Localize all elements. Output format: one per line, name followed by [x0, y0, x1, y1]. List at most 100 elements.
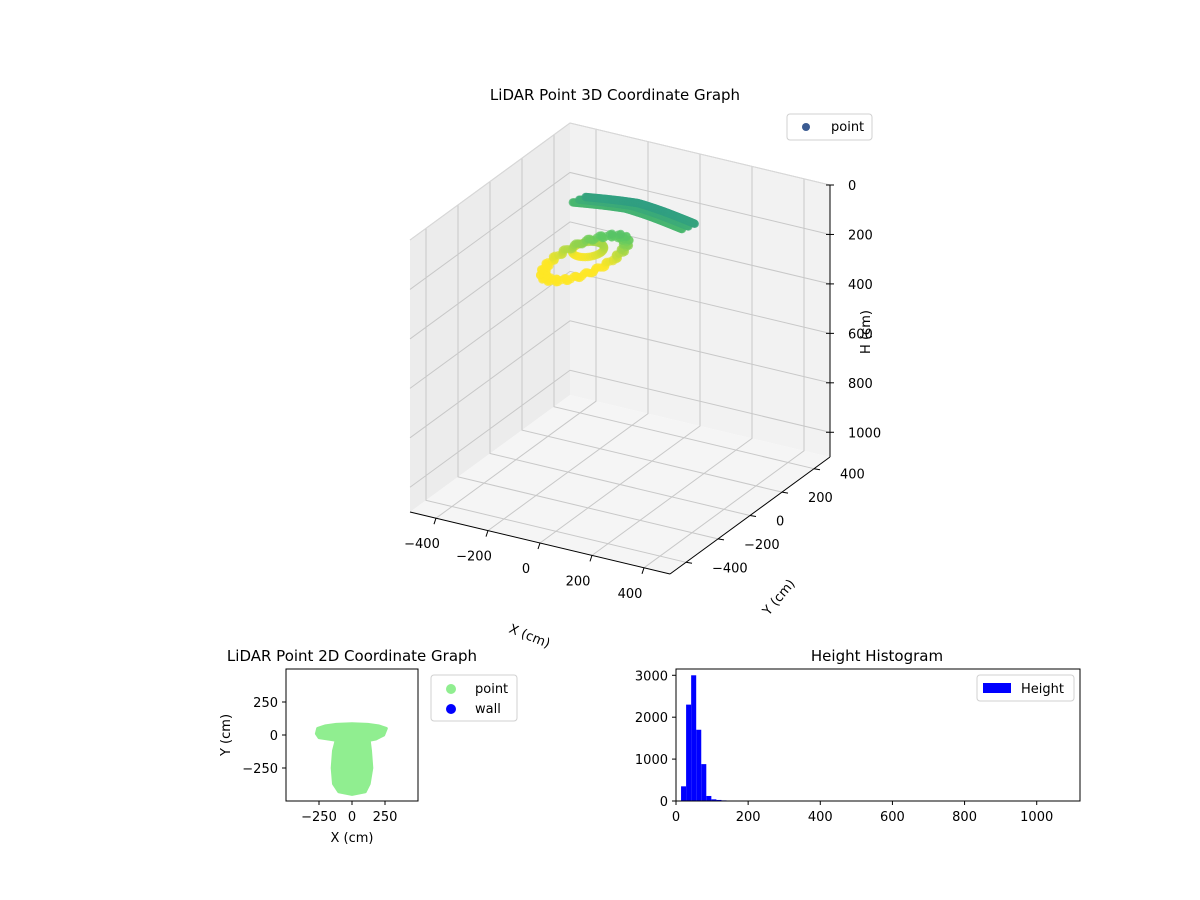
chart-2d-legend-marker-point — [446, 684, 456, 694]
h-tick-label-3: 600 — [848, 327, 873, 342]
grid-y-0 — [425, 228, 687, 563]
point-3d — [639, 200, 648, 209]
histogram-bar — [711, 799, 717, 801]
chart-histogram-legend-swatch — [983, 683, 1011, 693]
histogram-bar — [681, 786, 687, 801]
hist-x-tick-label-4: 800 — [952, 810, 977, 825]
y-tick-label-2d-0: −250 — [242, 762, 278, 777]
grid-h-3 — [409, 270, 831, 389]
chart-3d-zlabel: H (cm) — [859, 310, 874, 354]
chart-histogram-legend: Height — [976, 674, 1075, 702]
hist-x-tick-label-3: 600 — [880, 810, 905, 825]
y-tick-label-3: 200 — [808, 491, 833, 506]
chart-3d-title: LiDAR Point 3D Coordinate Graph — [490, 86, 740, 104]
chart-3d-panes — [410, 123, 830, 574]
histogram-bar — [691, 675, 697, 801]
chart-3d-legend: point — [786, 113, 873, 141]
histogram-bar — [696, 729, 702, 801]
x-tick-label-4: 400 — [618, 587, 643, 602]
chart-2d: LiDAR Point 2D Coordinate Graph −250 0 250… — [219, 647, 518, 846]
chart-3d-ylabel: Y (cm) — [759, 577, 798, 620]
hist-y-tick-label-0: 0 — [660, 795, 668, 810]
chart-2d-legend-label-wall: wall — [475, 702, 501, 717]
histogram-bar — [701, 764, 707, 801]
grid-x-0 — [435, 129, 597, 519]
grid-y-2 — [489, 181, 751, 516]
x-tick-1 — [485, 530, 489, 537]
chart-histogram-legend-label: Height — [1021, 682, 1064, 697]
x-tick-label-0: −400 — [404, 537, 440, 552]
chart-2d-legend-marker-wall — [446, 704, 456, 714]
point-3d — [616, 229, 625, 239]
x-tick-label-2d-0: −250 — [301, 810, 337, 825]
grid-x-3 — [591, 166, 753, 556]
grid-h-2 — [409, 221, 831, 340]
h-tick-label-2: 400 — [848, 278, 873, 293]
y-tick-4 — [813, 468, 821, 471]
grid-x-2 — [539, 154, 701, 544]
x-tick-label-2d-2: 250 — [373, 810, 398, 825]
grid-x-1 — [487, 141, 649, 532]
x-tick-4 — [641, 567, 645, 574]
point-cloud-shape — [314, 722, 388, 796]
chart-2d-xlabel: X (cm) — [331, 831, 374, 846]
histogram-bar — [706, 795, 712, 801]
y-tick-2 — [749, 515, 757, 517]
point-3d — [561, 274, 570, 283]
chart-3d-axes: −400 −200 0 200 400 −400 −200 0 200 400 0 200 400 600… — [404, 179, 881, 602]
chart-histogram: Height Histogram 0 200 400 600 800 1000 0 1000 2… — [635, 647, 1081, 825]
y-tick-label-0: −400 — [712, 561, 748, 576]
chart-3d-legend-label-point: point — [831, 120, 864, 135]
h-tick-label-1: 200 — [848, 228, 873, 243]
histogram-bar — [686, 704, 692, 801]
point-3d — [585, 234, 594, 243]
chart-2d-legend-label-point: point — [475, 682, 508, 697]
chart-2d-ylabel: Y (cm) — [219, 714, 234, 757]
chart-histogram-title: Height Histogram — [811, 647, 943, 665]
chart-histogram-legend-frame — [976, 674, 1075, 702]
hist-y-tick-label-2: 2000 — [635, 711, 668, 726]
h-tick-label-5: 1000 — [848, 426, 881, 441]
chart-histogram-ticks: 0 200 400 600 800 1000 0 1000 2000 3000 — [635, 669, 1053, 825]
hist-x-tick-label-5: 1000 — [1020, 810, 1053, 825]
point-3d — [607, 229, 617, 238]
h-tick-label-0: 0 — [848, 179, 856, 194]
y-tick-3 — [781, 491, 789, 494]
histogram-bar — [716, 799, 722, 801]
point-3d — [583, 268, 592, 277]
y-tick-label-2: 0 — [776, 515, 784, 530]
chart-2d-title: LiDAR Point 2D Coordinate Graph — [227, 647, 477, 665]
x-tick-2 — [537, 542, 541, 550]
chart-3d-points — [536, 192, 699, 287]
hist-x-tick-label-1: 200 — [736, 810, 761, 825]
y-tick-label-4: 400 — [840, 468, 865, 483]
x-tick-0 — [433, 518, 437, 525]
h-tick-label-4: 800 — [848, 377, 873, 392]
y-tick-label-1: −200 — [744, 538, 780, 553]
chart-3d: LiDAR Point 3D Coordinate Graph −400 −200… — [404, 86, 881, 652]
chart-3d-legend-frame — [786, 113, 873, 141]
chart-histogram-plot-area — [675, 668, 1081, 802]
grid-y-1 — [457, 204, 719, 540]
x-tick-label-3: 200 — [566, 574, 591, 589]
hist-x-tick-label-0: 0 — [672, 810, 680, 825]
grid-x-4 — [643, 178, 805, 569]
grid-h-4 — [409, 320, 831, 439]
chart-3d-legend-marker-point — [802, 123, 810, 131]
grid-h-5 — [409, 369, 831, 488]
y-tick-label-2d-2: 250 — [253, 696, 278, 711]
chart-2d-ticks: −250 0 250 −250 0 250 — [242, 696, 397, 825]
chart-histogram-bars — [681, 675, 742, 801]
chart-2d-point-cloud — [314, 722, 388, 796]
y-tick-1 — [717, 538, 725, 541]
y-tick-0 — [685, 561, 693, 564]
x-tick-label-1: −200 — [456, 550, 492, 565]
grid-y-3 — [521, 158, 783, 493]
hist-y-tick-label-1: 1000 — [635, 753, 668, 768]
point-3d — [597, 231, 606, 240]
y-tick-label-2d-1: 0 — [270, 729, 278, 744]
grid-y-4 — [553, 134, 815, 470]
x-tick-label-2d-1: 0 — [348, 810, 356, 825]
x-tick-3 — [589, 555, 593, 562]
